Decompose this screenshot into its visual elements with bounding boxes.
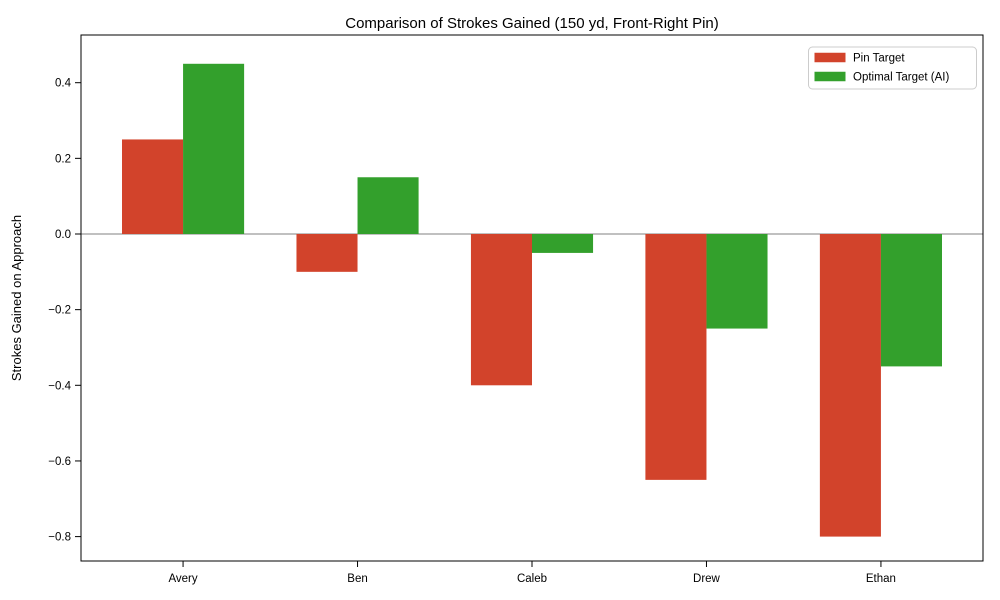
x-tick-label-drew: Drew	[693, 573, 721, 585]
y-tick-label: 0.2	[55, 153, 71, 165]
x-tick-label-avery: Avery	[168, 573, 197, 585]
bar-optimal-target-ai-ethan	[880, 234, 942, 367]
y-axis-label: Strokes Gained on Approach	[9, 215, 24, 381]
bar-optimal-target-ai-drew	[706, 234, 768, 329]
bars-layer	[122, 63, 942, 537]
x-tick-label-ben: Ben	[347, 573, 367, 585]
y-tick-label: −0.6	[48, 456, 71, 468]
y-tick-label: 0.4	[55, 78, 72, 90]
x-tick-label-caleb: Caleb	[517, 573, 547, 585]
bar-optimal-target-ai-caleb	[532, 234, 594, 253]
bar-pin-target-avery	[122, 139, 184, 234]
y-tick-label: −0.4	[48, 380, 71, 392]
y-tick-label: −0.8	[48, 532, 71, 544]
legend-swatch-1	[814, 52, 846, 63]
y-tick-label: 0.0	[55, 229, 71, 241]
legend-swatch-2	[814, 71, 846, 82]
y-tick-label: −0.2	[48, 305, 71, 317]
bar-pin-target-ben	[296, 234, 358, 272]
legend-layer: Pin Target Optimal Target (AI)	[808, 46, 977, 90]
chart-title: Comparison of Strokes Gained (150 yd, Fr…	[345, 15, 719, 32]
legend-box	[808, 46, 977, 90]
bar-pin-target-ethan	[819, 234, 881, 537]
bar-pin-target-drew	[645, 234, 707, 480]
bar-optimal-target-ai-ben	[357, 177, 419, 234]
axes-layer: 0.4 0.2 0.0 −0.2 −0.4 −0.6 −0.8 Avery Ben Caleb Dr…	[48, 34, 984, 585]
x-tick-label-ethan: Ethan	[866, 573, 896, 585]
bar-pin-target-caleb	[470, 234, 532, 386]
legend-label-1: Pin Target	[853, 53, 905, 65]
legend-label-2: Optimal Target (AI)	[853, 72, 949, 84]
bar-optimal-target-ai-avery	[183, 63, 245, 234]
